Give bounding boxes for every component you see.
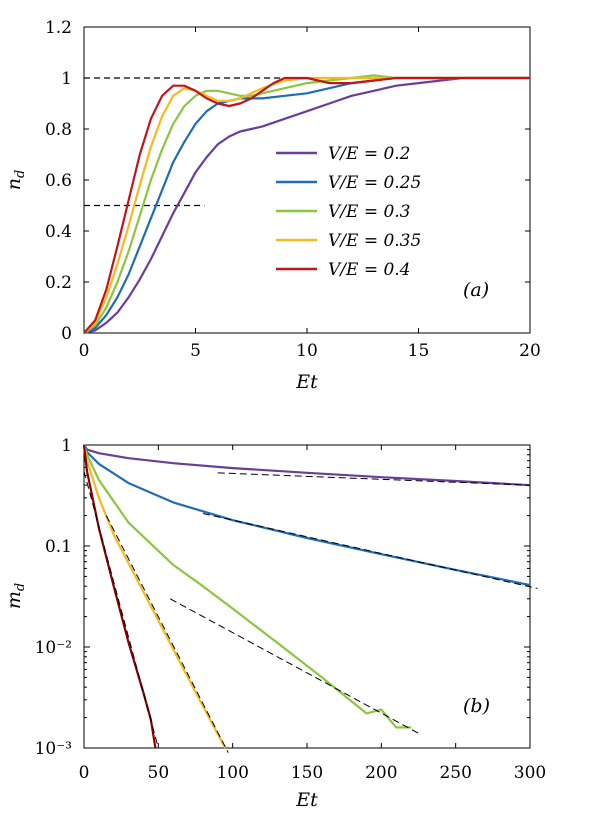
panel-a-ticks: 0 5 10 15 20 0 0.2 0.4 0.6 0.8 1 1.2: [45, 18, 541, 361]
panel-b-xtick-label: 150: [291, 763, 323, 783]
panel-b-series-v-e-0-25: [82, 444, 531, 587]
legend-label-v-e-0-4: V/E = 0.4: [328, 260, 411, 280]
panel-b-fit-line: [83, 471, 159, 749]
panel-b-ytick-label: 10⁻³: [35, 739, 72, 759]
panel-b-xtick-label: 250: [439, 763, 471, 783]
panel-b-ylabel: md: [3, 583, 28, 609]
panel-b-xtick-label: 300: [514, 763, 546, 783]
panel-b-series: [82, 444, 531, 749]
panel-b-xtick-label: 50: [148, 763, 170, 783]
panel-a-ytick-label: 1: [61, 69, 72, 89]
panel-b-series-v-e-0-2: [83, 444, 531, 487]
panel-b-series-v-e-0-35: [82, 444, 227, 749]
legend-label-v-e-0-3: V/E = 0.3: [328, 202, 411, 222]
legend: V/E = 0.2 V/E = 0.25 V/E = 0.3 V/E = 0.35 V/…: [276, 144, 421, 280]
panel-a-series-v-e-0-4: [83, 76, 530, 334]
panel-b: 0 50 100 150 200 250 300 10⁻³ 10⁻² 0.1 1 (b) Et md: [3, 436, 546, 811]
panel-b-fit-line: [105, 515, 229, 753]
panel-a-ytick-label: 1.2: [45, 18, 72, 38]
panel-a-ytick-label: 0.8: [45, 120, 72, 140]
panel-b-ytick-label: 1: [61, 436, 72, 456]
panel-a-xtick-label: 15: [408, 341, 430, 361]
panel-b-ytick-label: 0.1: [45, 537, 72, 557]
panel-a-reference-lines: [84, 77, 530, 207]
panel-b-xlabel: Et: [295, 789, 318, 811]
panel-a-ytick-label: 0: [61, 324, 72, 344]
panel-b-fit-line: [169, 598, 419, 734]
panel-b-fit-lines: [83, 471, 538, 753]
panel-a-ylabel: nd: [3, 170, 28, 191]
panel-b-ytick-label: 10⁻²: [35, 638, 72, 658]
panel-a-ytick-label: 0.6: [45, 171, 72, 191]
panel-b-fit-line: [202, 512, 538, 589]
panel-b-xtick-label: 0: [79, 763, 90, 783]
panel-b-ticks: 0 50 100 150 200 250 300 10⁻³ 10⁻² 0.1 1: [35, 436, 547, 783]
panel-b-fit-line: [217, 472, 531, 486]
panel-a-xtick-label: 5: [190, 341, 201, 361]
panel-a-xtick-label: 0: [79, 341, 90, 361]
panel-a-ytick-label: 0.4: [45, 222, 72, 242]
panel-b-xtick-label: 100: [216, 763, 248, 783]
panel-a-xtick-label: 20: [519, 341, 541, 361]
legend-label-v-e-0-25: V/E = 0.25: [328, 173, 421, 193]
panel-a-series: [83, 74, 530, 335]
panel-b-xtick-label: 200: [365, 763, 397, 783]
panel-b-series-v-e-0-3: [82, 444, 412, 729]
panel-a-series-v-e-0-2: [83, 76, 530, 335]
panel-a-ytick-label: 0.2: [45, 273, 72, 293]
panel-a-xlabel: Et: [295, 371, 318, 393]
panel-a-xtick-label: 10: [296, 341, 318, 361]
legend-label-v-e-0-35: V/E = 0.35: [328, 231, 421, 251]
panel-a-label: (a): [463, 279, 489, 301]
panel-b-label: (b): [463, 695, 490, 717]
legend-label-v-e-0-2: V/E = 0.2: [328, 144, 411, 164]
panel-b-series-v-e-0-4: [82, 444, 157, 749]
